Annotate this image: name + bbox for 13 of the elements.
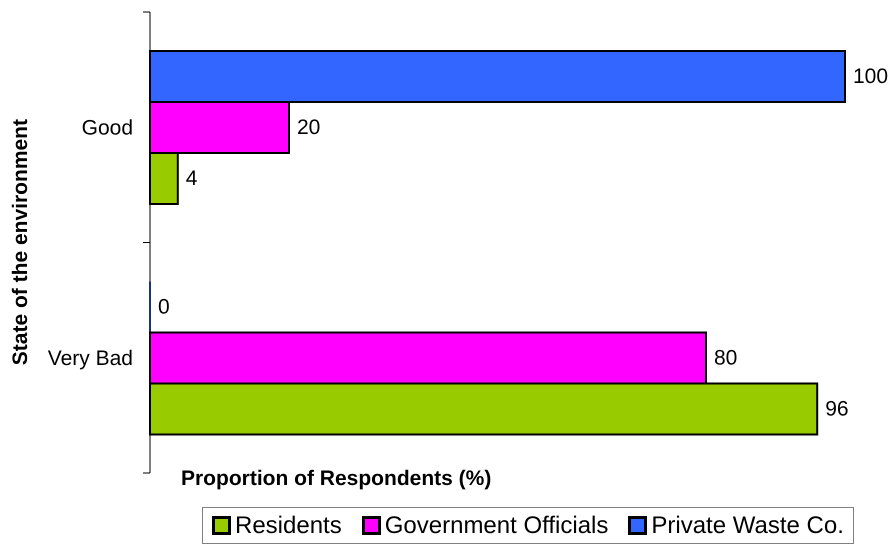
y-axis-title: State of the environment [8,119,33,366]
data-label: 4 [186,166,198,190]
legend-label: Private Waste Co. [651,512,844,540]
data-label: 100 [853,64,888,88]
x-axis-title: Proportion of Respondents (%) [181,466,492,492]
data-label: 96 [825,397,849,420]
y-tick-label: Very Bad [48,347,133,370]
legend-label: Residents [235,512,342,540]
data-label: 80 [714,346,738,370]
legend-label: Government Officials [384,512,608,540]
y-tick-label: Good [82,116,133,140]
data-label: 0 [158,295,170,318]
data-label: 20 [297,116,320,139]
